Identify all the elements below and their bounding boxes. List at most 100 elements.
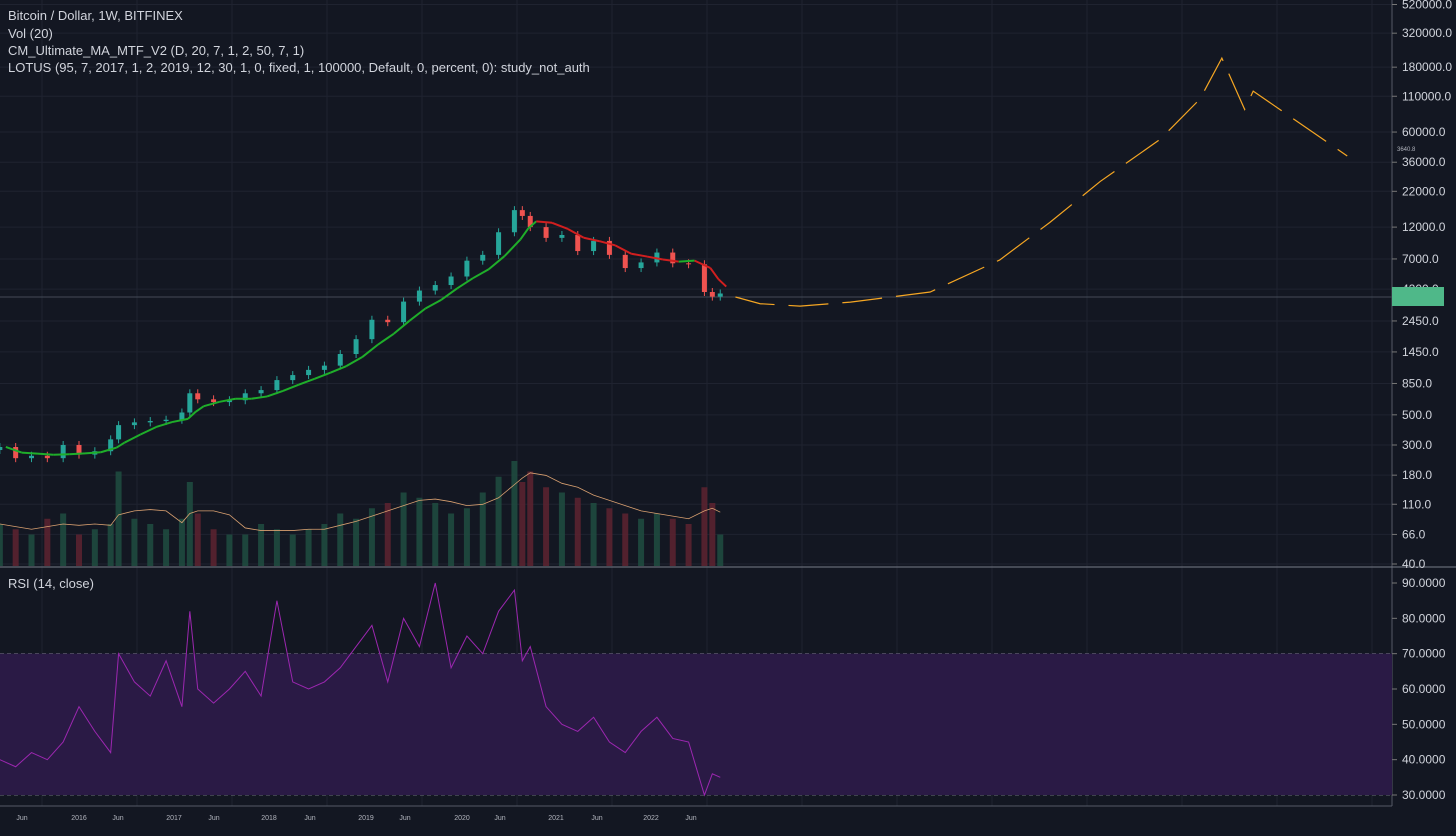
volume-bar	[289, 534, 296, 566]
rsi-band	[0, 653, 1392, 795]
candle	[306, 369, 312, 376]
ma-segment	[187, 410, 197, 420]
volume-bar	[186, 482, 193, 566]
ma-segment	[5, 446, 22, 454]
volume-bar	[131, 518, 138, 566]
candle	[527, 215, 533, 228]
candle	[519, 210, 525, 216]
volume-bar	[479, 492, 486, 566]
last-price-label	[1392, 287, 1444, 306]
ma-segment	[567, 228, 585, 239]
candle	[29, 455, 34, 459]
price-tick-label: 500.0	[1402, 408, 1432, 422]
time-axis[interactable]: Jun 2016 Jun 2017 Jun 2018 Jun 2019 Jun 2020 Jun 20…	[16, 815, 696, 822]
time-tick-label: 2016	[71, 815, 87, 822]
legend-ma[interactable]: CM_Ultimate_MA_MTF_V2 (D, 20, 7, 1, 2, 5…	[8, 43, 305, 58]
ma-segment	[583, 236, 600, 243]
candle	[44, 455, 50, 459]
volume-bar	[685, 524, 692, 566]
ma-segment	[116, 441, 126, 449]
candle	[401, 301, 407, 323]
volume-bar	[258, 524, 265, 566]
ma-segment	[678, 259, 695, 263]
volume-bar	[44, 518, 51, 566]
moving-average	[5, 220, 727, 456]
ma-segment	[393, 319, 411, 335]
volume-bar	[527, 471, 534, 566]
volume-bar	[12, 529, 19, 566]
ma-segment	[155, 421, 173, 428]
price-axis[interactable]: 520000.0 320000.0 180000.0 110000.0 60000.0 3…	[1392, 0, 1452, 571]
legend-rsi[interactable]: RSI (14, close)	[8, 576, 94, 591]
time-tick-label: Jun	[304, 815, 315, 822]
candle	[353, 339, 359, 355]
candle	[622, 254, 628, 269]
symbol-title[interactable]: Bitcoin / Dollar, 1W, BITFINEX	[8, 8, 183, 23]
candle	[638, 262, 644, 269]
candle	[337, 354, 343, 366]
ma-segment	[203, 400, 220, 408]
price-tick-label: 12000.0	[1402, 220, 1446, 234]
candle	[511, 210, 517, 233]
volume-bar	[558, 492, 565, 566]
candle	[226, 400, 232, 403]
ma-segment	[100, 446, 117, 454]
volume-bar	[638, 518, 645, 566]
legend-volume[interactable]: Vol (20)	[8, 26, 53, 41]
ma-segment	[84, 451, 101, 455]
candle	[211, 399, 217, 403]
volume-bar	[163, 529, 170, 566]
lotus-projection-line	[735, 56, 1348, 307]
candle	[290, 375, 296, 381]
ma-segment	[408, 307, 427, 322]
candle	[480, 254, 486, 261]
ma-segment	[345, 356, 363, 368]
ma-segment	[251, 395, 268, 400]
ma-segment	[124, 433, 141, 444]
ma-segment	[717, 278, 727, 288]
ma-segment	[37, 452, 54, 456]
ma-segment	[440, 287, 458, 301]
volume-bar	[353, 518, 360, 566]
ma-segment	[361, 343, 379, 358]
legend-lotus[interactable]: LOTUS (95, 7, 2017, 1, 2, 2019, 12, 30, …	[8, 60, 590, 75]
ma-segment	[709, 267, 720, 280]
candle	[116, 425, 122, 440]
ma-segment	[195, 405, 205, 413]
volume-bar	[28, 534, 35, 566]
ma-segment	[298, 377, 315, 386]
rsi-axis[interactable]: 90.0000 80.0000 70.0000 60.0000 50.0000 40.00…	[1392, 576, 1446, 802]
price-tick-label: 110.0	[1402, 497, 1431, 511]
volume-bar	[210, 529, 217, 566]
ma-segment	[488, 255, 506, 271]
candle	[60, 444, 66, 459]
ma-segment	[219, 397, 236, 403]
candle	[108, 439, 114, 452]
volume-bar	[384, 503, 391, 566]
candle	[179, 412, 185, 420]
candle	[464, 260, 470, 277]
candle	[195, 393, 201, 400]
ma-segment	[424, 298, 442, 310]
ma-segment	[519, 227, 530, 241]
ma-segment	[472, 268, 490, 280]
price-tick-label: 7000.0	[1402, 252, 1439, 266]
ma-segment	[551, 221, 569, 230]
time-tick-label: Jun	[112, 815, 123, 822]
price-tick-label: 180000.0	[1402, 60, 1452, 74]
time-tick-label: Jun	[399, 815, 410, 822]
price-tick-label: 520000.0	[1402, 0, 1452, 12]
volume-bar	[60, 513, 67, 566]
price-tick-label: 300.0	[1402, 438, 1432, 452]
time-tick-label: 2017	[166, 815, 182, 822]
price-tick-label: 2450.0	[1402, 314, 1439, 328]
candle	[543, 227, 549, 238]
candle	[686, 263, 692, 265]
ma-segment	[21, 451, 38, 455]
time-tick-label: Jun	[685, 815, 696, 822]
volume-bar	[115, 471, 122, 566]
price-tick-label: 40.0	[1402, 557, 1426, 571]
ma-segment	[694, 259, 711, 269]
candle	[321, 365, 327, 370]
